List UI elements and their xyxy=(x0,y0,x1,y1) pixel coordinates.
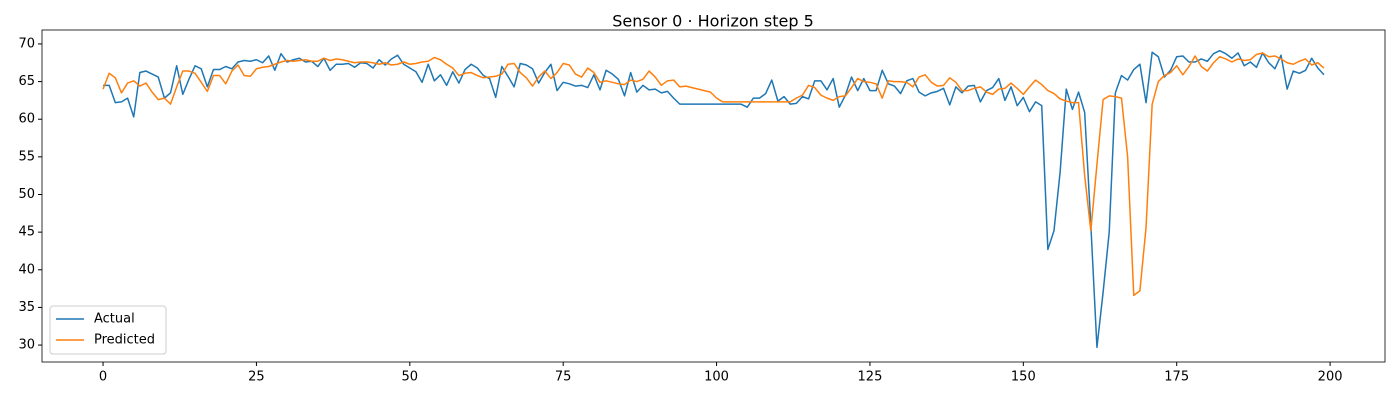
x-tick-label: 50 xyxy=(402,370,419,385)
y-tick-label: 60 xyxy=(18,112,35,127)
y-tick-label: 30 xyxy=(18,338,35,353)
x-tick-label: 125 xyxy=(858,370,883,385)
x-tick-label: 200 xyxy=(1318,370,1343,385)
legend-label: Actual xyxy=(94,312,135,327)
y-tick-label: 40 xyxy=(18,262,35,277)
x-tick-label: 150 xyxy=(1011,370,1036,385)
y-tick-label: 65 xyxy=(18,74,35,89)
x-tick-label: 75 xyxy=(555,370,572,385)
legend-box xyxy=(49,305,167,355)
y-tick-label: 45 xyxy=(18,225,35,240)
y-tick-label: 55 xyxy=(18,149,35,164)
legend-label: Predicted xyxy=(94,333,155,348)
y-tick-label: 50 xyxy=(18,187,35,202)
x-tick-label: 25 xyxy=(248,370,265,385)
y-tick-label: 70 xyxy=(18,36,35,51)
x-tick-label: 175 xyxy=(1164,370,1189,385)
x-tick-label: 100 xyxy=(704,370,729,385)
y-tick-label: 35 xyxy=(18,300,35,315)
series-line xyxy=(103,49,1325,349)
axes-frame xyxy=(41,29,1386,363)
chart-title: Sensor 0 · Horizon step 5 xyxy=(612,12,814,31)
x-tick-label: 0 xyxy=(99,370,107,385)
series-line xyxy=(102,52,1325,297)
